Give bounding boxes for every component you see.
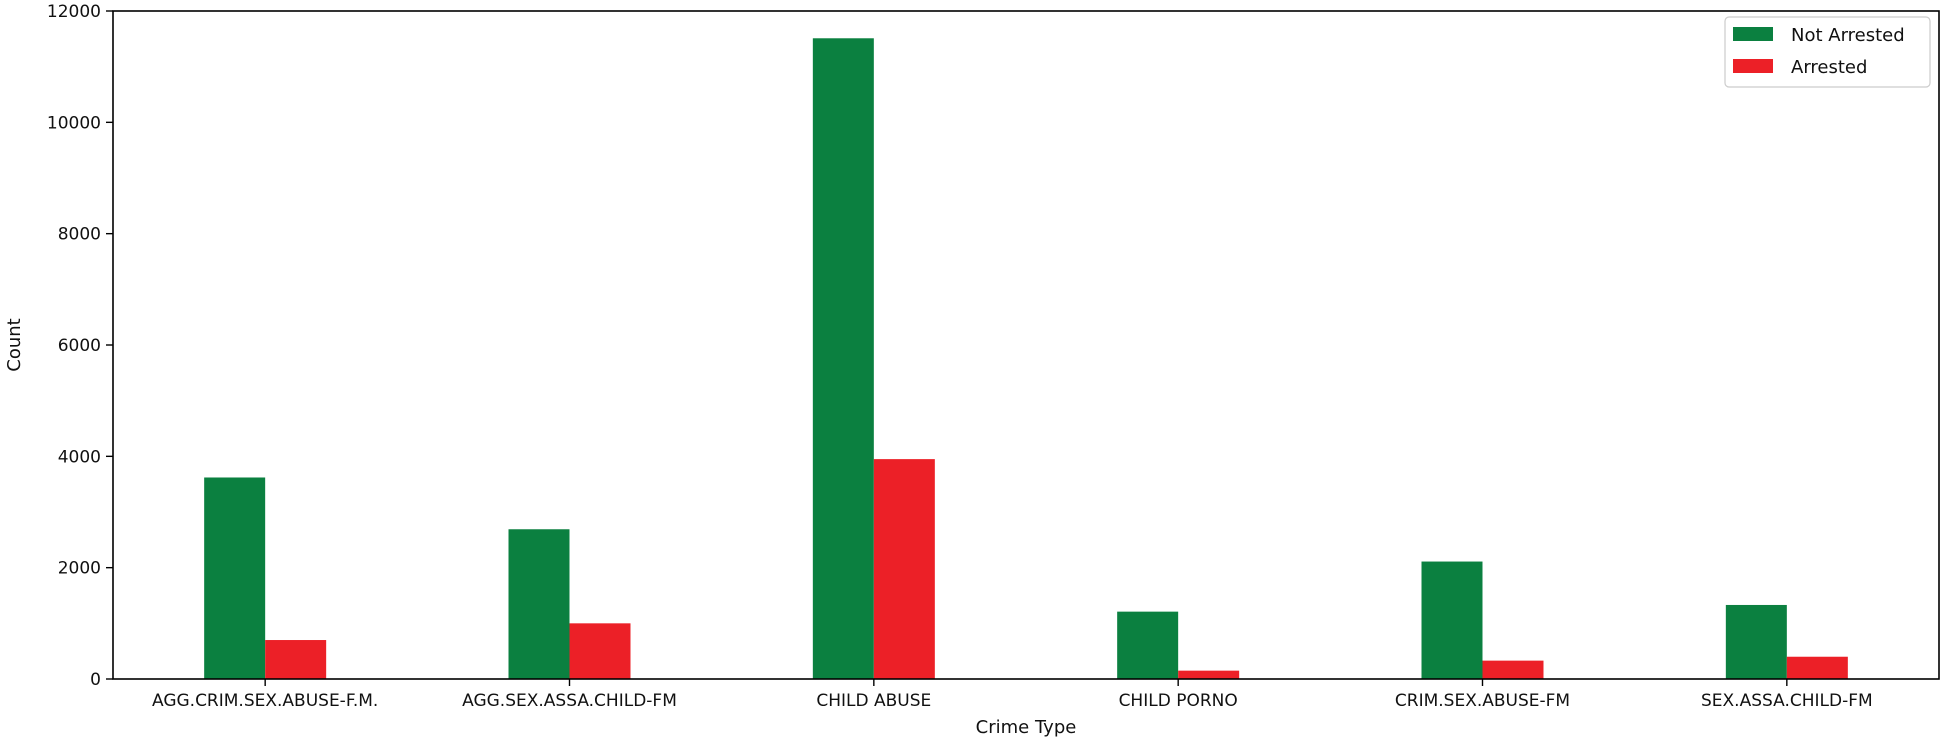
legend-swatch-not-arrested <box>1733 27 1773 41</box>
legend-label-arrested: Arrested <box>1791 57 1867 78</box>
y-tick-label: 12000 <box>47 2 101 22</box>
bar-not-arrested <box>204 477 266 679</box>
x-tick-label: CHILD ABUSE <box>816 691 931 711</box>
plot-frame <box>112 10 1940 680</box>
y-tick-label: 2000 <box>58 559 101 579</box>
y-tick-label: 8000 <box>58 225 101 245</box>
y-tick-label: 10000 <box>47 113 101 133</box>
y-tick-label: 4000 <box>58 447 101 467</box>
legend-label-not-arrested: Not Arrested <box>1791 25 1905 46</box>
y-tick-label: 6000 <box>58 336 101 356</box>
y-tick-label: 0 <box>90 670 101 690</box>
legend: Not Arrested Arrested <box>1724 16 1931 88</box>
x-tick-label: AGG.CRIM.SEX.ABUSE-F.M. <box>152 691 378 711</box>
x-tick-label: CRIM.SEX.ABUSE-FM <box>1395 691 1570 711</box>
bar-not-arrested <box>812 38 874 679</box>
bar-arrested <box>873 459 935 679</box>
x-tick-label: AGG.SEX.ASSA.CHILD-FM <box>462 691 677 711</box>
bar-not-arrested <box>1421 561 1483 679</box>
bar-arrested <box>569 623 631 679</box>
legend-frame <box>1724 16 1931 88</box>
bar-not-arrested <box>1725 604 1787 679</box>
bar-not-arrested <box>508 529 570 679</box>
y-axis-ticks: 0 2000 4000 6000 8000 10000 12000 <box>47 2 113 690</box>
bar-arrested <box>1178 670 1240 679</box>
bar-arrested <box>1482 660 1544 679</box>
bars <box>204 38 1848 679</box>
legend-swatch-arrested <box>1733 59 1773 73</box>
x-axis-ticks: AGG.CRIM.SEX.ABUSE-F.M. AGG.SEX.ASSA.CHIL… <box>152 679 1873 711</box>
x-tick-label: SEX.ASSA.CHILD-FM <box>1701 691 1873 711</box>
bar-arrested <box>265 640 327 679</box>
x-tick-label: CHILD PORNO <box>1119 691 1238 711</box>
y-axis-title: Count <box>4 318 25 371</box>
bar-not-arrested <box>1117 611 1179 679</box>
bar-arrested <box>1786 656 1848 679</box>
x-axis-title: Crime Type <box>976 717 1077 738</box>
